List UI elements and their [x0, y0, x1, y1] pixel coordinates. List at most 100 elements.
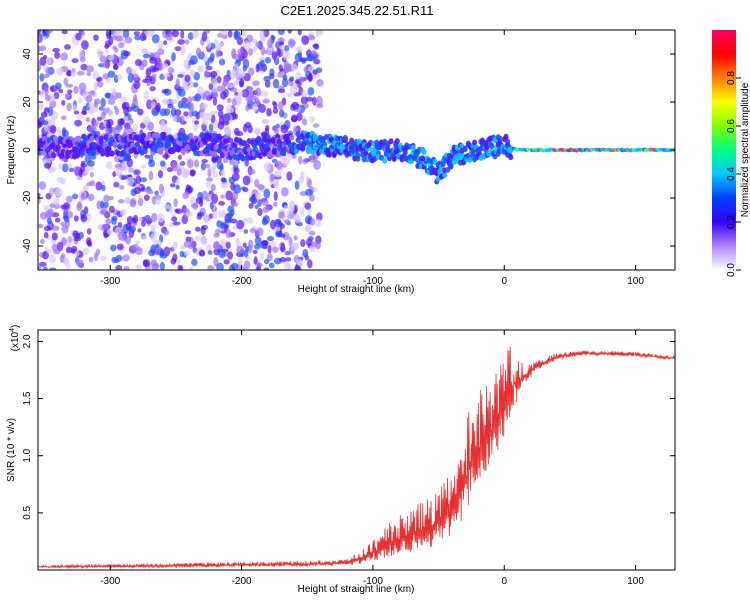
spectrogram-cell	[249, 228, 257, 234]
spectrogram-cell	[242, 124, 248, 133]
spectrogram-cell	[161, 98, 170, 106]
figure-title: C2E1.2025.345.22.51.R11	[281, 3, 434, 18]
spectrogram-cell	[280, 124, 289, 134]
spectrogram-cell	[278, 257, 287, 263]
spectrogram-cell	[83, 206, 89, 215]
spectrogram-cell	[174, 208, 180, 213]
spectrogram-cell	[80, 40, 89, 50]
spectrogram-cell	[273, 191, 278, 201]
spectrogram-cell	[216, 262, 224, 270]
spectrogram-cell	[87, 193, 95, 202]
spectrogram-cell	[146, 189, 154, 195]
spectrogram-cell	[209, 201, 214, 210]
spectrogram-cell	[254, 236, 262, 246]
spectrogram-cell	[310, 49, 317, 57]
spectrogram-cell	[158, 146, 164, 153]
spectrogram-cell	[128, 127, 134, 135]
spectrogram-cell	[255, 87, 262, 97]
spectrogram-cell	[70, 68, 77, 78]
spectrogram-cell	[78, 169, 83, 178]
spectrogram-cell	[58, 89, 64, 94]
spectrogram-cell	[266, 107, 272, 117]
spectrogram-cell	[206, 40, 212, 49]
spectrogram-cell	[141, 59, 148, 68]
spectrogram-cell	[169, 206, 174, 214]
colorbar-tick-label: 0.2	[726, 215, 737, 229]
spectrogram-cell	[43, 231, 49, 239]
spectrogram-cell	[271, 158, 278, 164]
spectrogram-cell	[262, 206, 270, 214]
spectrogram-cell	[284, 63, 292, 73]
spectrogram-x-tick-label: 0	[501, 276, 507, 287]
spectrogram-cell	[236, 219, 245, 230]
spectrogram-cell	[117, 92, 122, 99]
spectrogram-cell	[86, 228, 92, 235]
spectrogram-cell	[67, 89, 73, 94]
spectrogram-cell	[391, 155, 397, 162]
spectrogram-cell	[294, 265, 302, 270]
spectrogram-cell	[286, 171, 293, 181]
spectrogram-cell	[437, 168, 443, 175]
spectrogram-cell	[174, 46, 182, 52]
spectrogram-cell	[154, 190, 159, 196]
spectrogram-cell	[272, 246, 279, 253]
spectrogram-cell	[223, 138, 229, 145]
spectrogram-cell	[104, 92, 111, 99]
spectrogram-cell	[88, 108, 95, 115]
spectrogram-cell	[51, 225, 60, 231]
spectrogram-cell	[307, 259, 313, 269]
spectrogram-cell	[95, 181, 103, 191]
spectrogram-cell	[224, 218, 233, 223]
spectrogram-cell	[273, 125, 279, 136]
spectrogram-cell	[248, 203, 254, 209]
spectrogram-cell	[213, 256, 219, 267]
spectrogram-cell	[263, 75, 271, 82]
spectrogram-cell	[192, 30, 199, 39]
spectrogram-cell	[264, 56, 272, 64]
colorbar-gradient	[712, 30, 736, 270]
spectrogram-cell	[272, 101, 278, 110]
spectrogram-cell	[200, 225, 206, 236]
spectrogram-cell	[48, 267, 57, 270]
spectrogram-cell	[224, 125, 232, 136]
spectrogram-cell	[45, 94, 51, 102]
spectrogram-cell	[302, 249, 309, 258]
spectrogram-cell	[133, 93, 138, 103]
spectrogram-cell	[194, 93, 202, 102]
spectrogram-cell	[291, 101, 300, 110]
spectrogram-x-tick-label: -200	[232, 276, 252, 287]
spectrogram-cell	[218, 58, 226, 66]
spectrogram-cell	[117, 199, 125, 204]
spectrogram-cell	[49, 203, 56, 208]
spectrogram-cell	[315, 235, 322, 245]
spectrogram-cell	[140, 235, 148, 240]
spectrogram-cell	[48, 167, 55, 174]
spectrogram-cell	[122, 254, 130, 262]
spectrogram-cell	[208, 83, 214, 91]
spectrogram-cell	[148, 170, 154, 181]
spectrogram-cell	[53, 249, 61, 255]
spectrogram-cell	[76, 114, 84, 120]
spectrogram-cell	[184, 74, 191, 83]
spectrogram-cell	[110, 244, 117, 252]
spectrogram-cell	[220, 177, 226, 183]
spectrogram-cell	[148, 249, 155, 257]
spectrogram-cell	[164, 89, 169, 94]
snr-x-ticks: -300 -200 -100 0 100	[100, 330, 644, 587]
spectrogram-cell	[134, 59, 142, 67]
spectrogram-cell	[103, 201, 109, 208]
spectrogram-cell	[98, 135, 104, 142]
spectrogram-cell	[104, 48, 110, 54]
spectrogram-cell	[135, 264, 142, 270]
spectrogram-cell	[172, 221, 181, 226]
spectrogram-cell	[58, 163, 63, 170]
spectrogram-cell	[304, 202, 312, 210]
spectrogram-cell	[63, 77, 69, 86]
spectrogram-cell	[225, 190, 233, 201]
spectrogram-x-tick-label: 100	[627, 276, 644, 287]
spectrogram-cell	[201, 31, 208, 42]
spectrogram-cell	[226, 83, 235, 88]
spectrogram-cell	[100, 200, 105, 209]
spectrogram-cell	[74, 232, 81, 240]
